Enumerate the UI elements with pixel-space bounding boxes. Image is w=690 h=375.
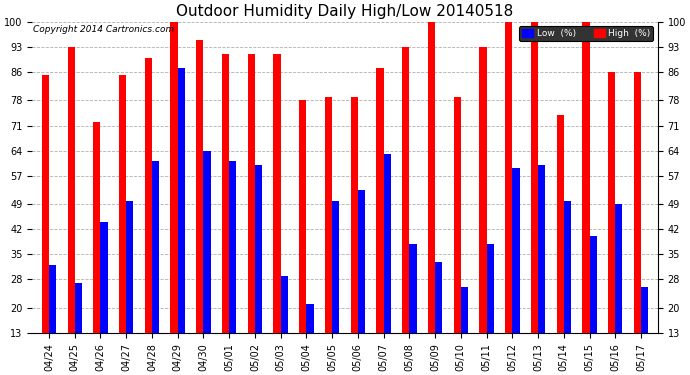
Bar bbox=[505, 22, 512, 375]
Bar bbox=[119, 75, 126, 375]
Title: Outdoor Humidity Daily High/Low 20140518: Outdoor Humidity Daily High/Low 20140518 bbox=[177, 4, 513, 19]
Bar bbox=[512, 168, 520, 375]
Bar bbox=[101, 222, 108, 375]
Bar bbox=[480, 47, 486, 375]
Bar bbox=[248, 54, 255, 375]
Bar bbox=[145, 57, 152, 375]
Bar bbox=[615, 204, 622, 375]
Bar bbox=[384, 154, 391, 375]
Bar bbox=[126, 201, 133, 375]
Bar bbox=[152, 161, 159, 375]
Bar bbox=[608, 72, 615, 375]
Bar bbox=[222, 54, 229, 375]
Bar bbox=[564, 201, 571, 375]
Bar bbox=[281, 276, 288, 375]
Bar bbox=[557, 115, 564, 375]
Bar bbox=[486, 244, 494, 375]
Bar bbox=[49, 265, 56, 375]
Legend: Low  (%), High  (%): Low (%), High (%) bbox=[520, 26, 653, 40]
Bar bbox=[351, 97, 358, 375]
Bar bbox=[428, 22, 435, 375]
Bar bbox=[358, 190, 365, 375]
Bar bbox=[229, 161, 237, 375]
Bar bbox=[582, 22, 589, 375]
Bar bbox=[531, 22, 538, 375]
Bar bbox=[68, 47, 75, 375]
Bar bbox=[204, 151, 210, 375]
Bar bbox=[589, 237, 597, 375]
Bar bbox=[453, 97, 461, 375]
Bar bbox=[170, 22, 178, 375]
Bar bbox=[178, 68, 185, 375]
Bar bbox=[273, 54, 281, 375]
Bar bbox=[42, 75, 49, 375]
Bar bbox=[75, 283, 82, 375]
Bar bbox=[538, 165, 545, 375]
Bar bbox=[461, 286, 468, 375]
Bar bbox=[402, 47, 409, 375]
Bar bbox=[332, 201, 339, 375]
Bar bbox=[325, 97, 332, 375]
Bar bbox=[196, 40, 204, 375]
Bar bbox=[377, 68, 384, 375]
Bar bbox=[255, 165, 262, 375]
Bar bbox=[435, 261, 442, 375]
Bar bbox=[409, 244, 417, 375]
Bar bbox=[634, 72, 641, 375]
Text: Copyright 2014 Cartronics.com: Copyright 2014 Cartronics.com bbox=[33, 25, 174, 34]
Bar bbox=[93, 122, 101, 375]
Bar bbox=[299, 100, 306, 375]
Bar bbox=[306, 304, 313, 375]
Bar bbox=[641, 286, 648, 375]
